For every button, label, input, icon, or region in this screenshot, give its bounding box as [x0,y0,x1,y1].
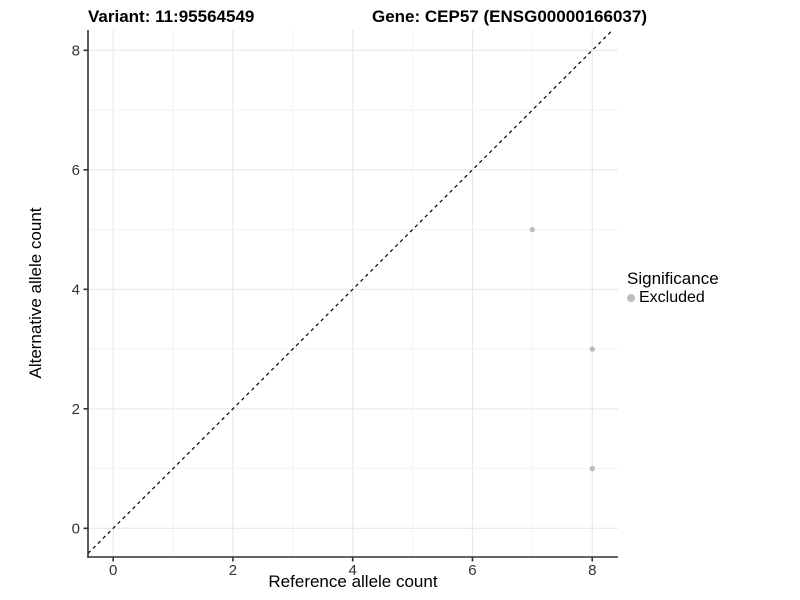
y-tick-label: 0 [72,521,80,538]
y-tick-label: 2 [72,401,80,418]
identity-dashed-line [87,29,614,554]
data-point [589,465,595,472]
legend-item-excluded: Excluded [627,289,719,307]
data-point [589,346,595,352]
x-tick-label: 0 [109,562,117,579]
legend-item-label: Excluded [639,289,705,306]
y-axis-title: Alternative allele count [26,207,45,379]
y-tick-label: 6 [72,162,80,179]
tick-labels: 0 2 4 6 8 0 2 4 6 8 [72,43,597,579]
major-gridlines [88,30,618,557]
y-tick-label: 8 [72,43,80,60]
x-tick-label: 2 [229,562,237,579]
data-point [529,226,536,233]
legend-title: Significance [627,269,719,288]
y-tick-label: 4 [72,282,80,299]
x-axis-title: Reference allele count [268,572,438,591]
legend-point-icon [627,294,635,302]
x-tick-label: 8 [588,562,596,579]
x-tick-label: 6 [468,562,476,579]
legend: Significance Excluded [627,269,719,307]
tick-marks [83,49,594,562]
data-points [529,226,595,472]
gene-title: Gene: CEP57 (ENSG00000166037) [372,7,647,26]
variant-title: Variant: 11:95564549 [88,7,255,26]
x-tick-label: 4 [349,562,357,579]
